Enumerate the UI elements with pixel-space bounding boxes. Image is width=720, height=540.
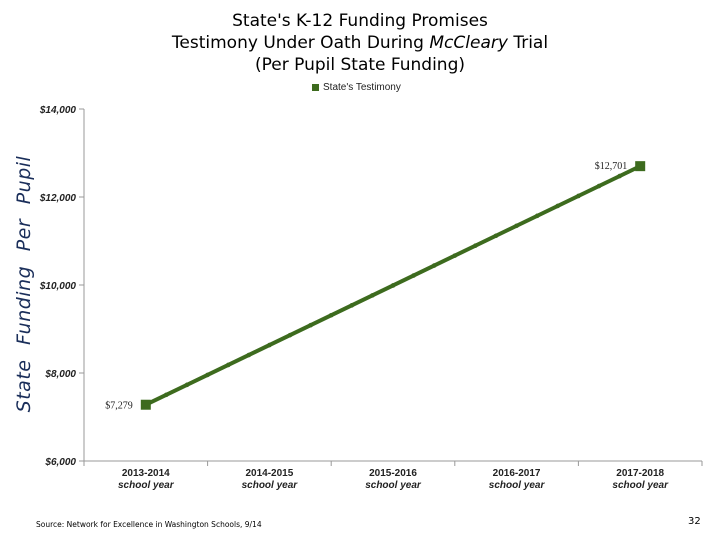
series-line-dot bbox=[596, 183, 602, 189]
series-line-dot bbox=[370, 293, 375, 298]
title-line-3: (Per Pupil State Funding) bbox=[254, 55, 465, 75]
y-tick-label: $10,000 bbox=[39, 281, 77, 292]
series-line-dot bbox=[225, 362, 231, 368]
series-line-dot bbox=[411, 273, 416, 278]
series-line-dot bbox=[555, 203, 561, 209]
data-point-marker bbox=[140, 399, 151, 410]
legend-swatch bbox=[312, 83, 319, 91]
y-tick-label: $6,000 bbox=[44, 457, 76, 468]
series-line-dot bbox=[452, 253, 458, 258]
series-line-dot bbox=[164, 392, 169, 398]
title-line-2-suffix: Trial bbox=[507, 33, 549, 53]
series-line-dot bbox=[287, 332, 293, 338]
series-line-dot bbox=[308, 322, 313, 328]
x-tick-label: 2014-2015 school year bbox=[242, 468, 299, 491]
x-tick-label: 2013-2014 school year bbox=[118, 468, 175, 491]
series-line-dot bbox=[328, 312, 334, 318]
series-line-dot bbox=[349, 303, 355, 308]
data-point-marker bbox=[635, 161, 646, 172]
y-tick-label: $14,000 bbox=[39, 105, 77, 116]
data-label: $7,279 bbox=[105, 401, 133, 412]
x-tick-label: 2016-2017 school year bbox=[489, 468, 546, 491]
title-line-2-prefix: Testimony Under Oath During bbox=[171, 33, 430, 53]
series-line-dot bbox=[184, 382, 190, 388]
series-line-dot bbox=[205, 372, 210, 378]
title-line-2: Testimony Under Oath During McCleary Tri… bbox=[0, 32, 720, 54]
y-tick-label: $12,000 bbox=[39, 193, 77, 204]
title-line-1: State's K-12 Funding Promises bbox=[232, 11, 488, 31]
series-line-dot bbox=[246, 352, 252, 358]
series-line-dot bbox=[390, 283, 396, 288]
series-line-dot bbox=[534, 213, 540, 219]
x-tick-label: 2015-2016 school year bbox=[365, 468, 422, 491]
series-line-dot bbox=[473, 243, 478, 248]
y-tick-label: $8,000 bbox=[44, 369, 76, 380]
series-line-dot bbox=[576, 193, 581, 199]
series-line-dot bbox=[493, 233, 499, 239]
source-note: Source: Network for Excellence in Washin… bbox=[36, 520, 262, 529]
series-line-dot bbox=[617, 173, 622, 179]
series-line-dot bbox=[514, 223, 519, 229]
page-number: 32 bbox=[688, 516, 701, 527]
series-line-dot bbox=[431, 263, 437, 268]
series-line-dot bbox=[267, 342, 272, 348]
chart-title: State's K-12 Funding Promises Testimony … bbox=[0, 10, 720, 76]
legend-label: State's Testimony bbox=[323, 81, 401, 93]
x-tick-label: 2017-2018 school year bbox=[612, 468, 669, 491]
legend: State's Testimony bbox=[312, 80, 401, 94]
title-line-2-italic: McCleary bbox=[429, 33, 508, 53]
data-label: $12,701 bbox=[595, 161, 628, 172]
